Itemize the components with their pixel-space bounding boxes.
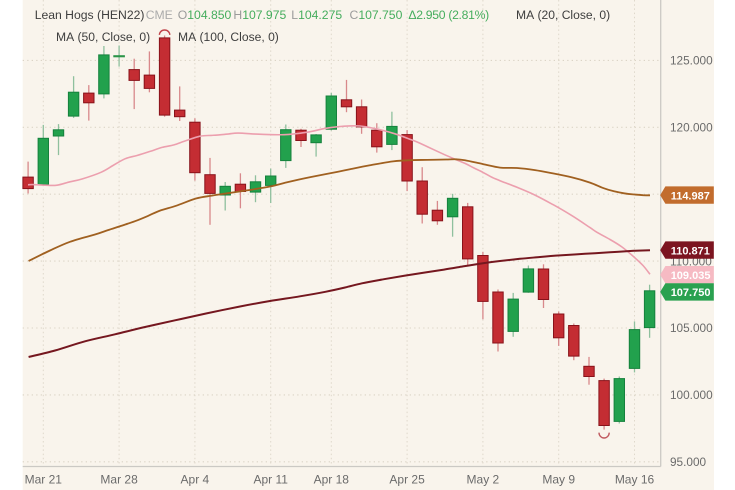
- svg-text:120.000: 120.000: [670, 121, 713, 135]
- svg-text:Mar 21: Mar 21: [25, 473, 63, 487]
- svg-text:Apr 11: Apr 11: [253, 473, 288, 487]
- svg-text:Mar 28: Mar 28: [100, 473, 138, 487]
- svg-text:125.000: 125.000: [670, 54, 713, 68]
- svg-text:Apr 18: Apr 18: [314, 473, 350, 487]
- svg-text:Apr 25: Apr 25: [389, 473, 425, 487]
- svg-text:107.750: 107.750: [671, 287, 711, 299]
- svg-text:100.000: 100.000: [670, 388, 713, 402]
- svg-text:105.000: 105.000: [670, 321, 713, 335]
- svg-text:109.035: 109.035: [671, 270, 711, 282]
- svg-text:110.871: 110.871: [671, 245, 710, 257]
- svg-text:May 9: May 9: [542, 473, 575, 487]
- svg-text:95.000: 95.000: [670, 455, 707, 469]
- svg-text:May 16: May 16: [615, 473, 655, 487]
- svg-text:114.987: 114.987: [671, 190, 710, 202]
- svg-text:Apr 4: Apr 4: [181, 473, 210, 487]
- svg-text:May 2: May 2: [467, 473, 500, 487]
